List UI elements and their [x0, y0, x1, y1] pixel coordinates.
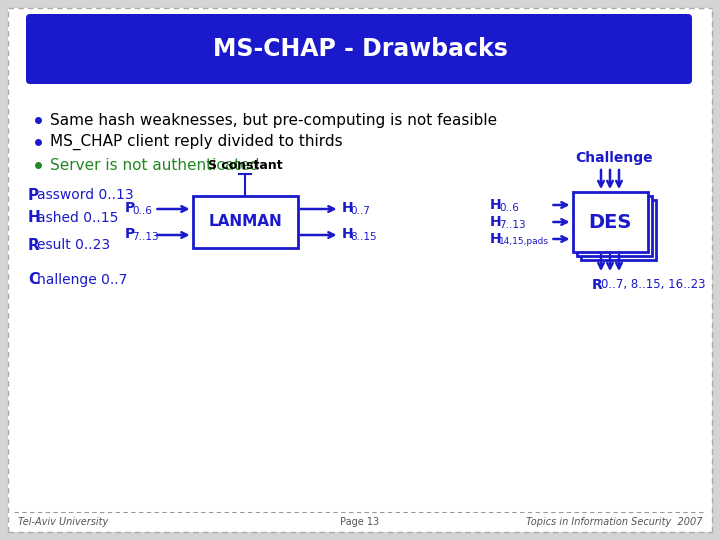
Text: Server is not authenticated: Server is not authenticated — [50, 158, 259, 172]
Text: 0..7: 0..7 — [351, 206, 370, 216]
Text: assword 0..13: assword 0..13 — [37, 188, 134, 202]
Bar — [580, 200, 655, 260]
Text: Topics in Information Security  2007: Topics in Information Security 2007 — [526, 517, 702, 527]
Text: H: H — [341, 227, 353, 241]
Text: C: C — [28, 273, 39, 287]
Text: P: P — [28, 187, 39, 202]
Text: MS_CHAP client reply divided to thirds: MS_CHAP client reply divided to thirds — [50, 134, 343, 150]
Text: H: H — [490, 215, 502, 229]
Text: S constant: S constant — [207, 159, 282, 172]
Text: 14,15,pads: 14,15,pads — [499, 238, 549, 246]
Text: esult 0..23: esult 0..23 — [37, 238, 110, 252]
Text: P: P — [125, 227, 135, 241]
Text: DES: DES — [588, 213, 631, 232]
Text: H: H — [341, 201, 353, 215]
Text: 0..6: 0..6 — [499, 203, 519, 213]
Text: H: H — [28, 211, 41, 226]
Text: P: P — [125, 201, 135, 215]
Text: H: H — [490, 232, 502, 246]
FancyBboxPatch shape — [26, 14, 692, 84]
Text: 0..6: 0..6 — [132, 206, 153, 216]
Text: R: R — [28, 238, 40, 253]
Text: 0..7, 8..15, 16..23: 0..7, 8..15, 16..23 — [601, 278, 706, 291]
Bar — [577, 196, 652, 256]
Text: 7..13: 7..13 — [132, 232, 159, 242]
Bar — [192, 196, 297, 248]
Text: Challenge: Challenge — [575, 151, 653, 165]
Text: ashed 0..15: ashed 0..15 — [37, 211, 118, 225]
Bar — [572, 192, 647, 252]
Text: H: H — [490, 198, 502, 212]
Text: Page 13: Page 13 — [341, 517, 379, 527]
Text: 7..13: 7..13 — [499, 220, 526, 230]
Text: Tel-Aviv University: Tel-Aviv University — [18, 517, 108, 527]
Text: 8..15: 8..15 — [351, 232, 377, 242]
Text: R: R — [592, 278, 603, 292]
Text: LANMAN: LANMAN — [208, 214, 282, 230]
Text: hallenge 0..7: hallenge 0..7 — [37, 273, 127, 287]
Text: MS-CHAP - Drawbacks: MS-CHAP - Drawbacks — [212, 37, 508, 61]
Text: Same hash weaknesses, but pre-computing is not feasible: Same hash weaknesses, but pre-computing … — [50, 112, 497, 127]
